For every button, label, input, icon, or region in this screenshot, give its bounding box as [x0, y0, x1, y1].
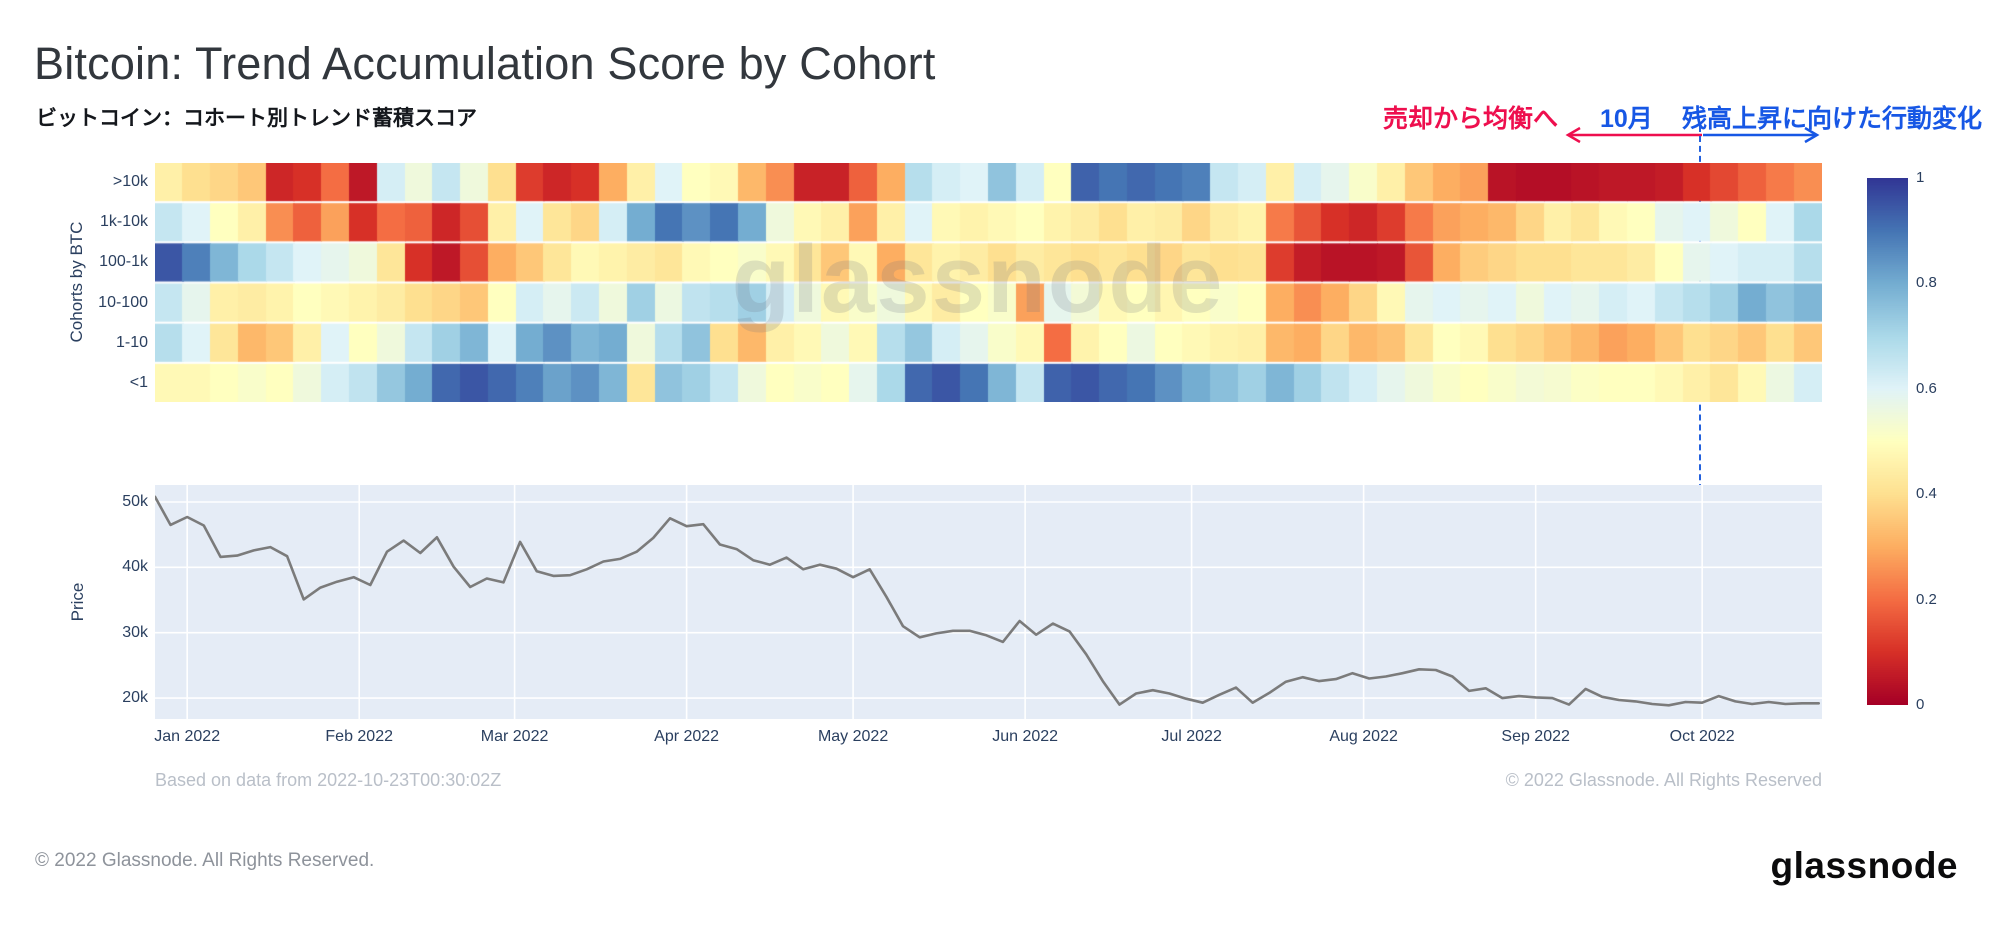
heatmap-row-label: 1-10	[115, 333, 148, 351]
october-marker-dashed-line	[1699, 126, 1701, 719]
x-axis-month-label: Sep 2022	[1501, 728, 1570, 745]
colorbar-tick-label: 1	[1916, 169, 1925, 186]
x-axis-month-label: May 2022	[817, 728, 889, 745]
price-y-tick-label: 30k	[122, 623, 148, 641]
heatmap-row-label: 1k-10k	[99, 213, 148, 231]
price-y-tick-label: 50k	[122, 492, 148, 510]
annotation-balance-increase: 残高上昇に向けた行動変化	[1682, 105, 1983, 133]
x-axis-month-label: Aug 2022	[1329, 728, 1398, 745]
glassnode-logo: glassnode	[1770, 845, 1958, 886]
heatmap-row-label: >10k	[112, 173, 148, 191]
annotation-arrows	[1565, 126, 1820, 144]
glassnode-watermark-heatmap: glassnode	[731, 226, 1225, 333]
annotation-october-label: 10月	[1600, 105, 1653, 133]
colorbar-tick-label: 0.4	[1916, 485, 1937, 503]
x-axis-month-label: Feb 2022	[325, 728, 393, 745]
x-axis-month-label: Oct 2022	[1669, 728, 1735, 745]
colorbar-tick-label: 0.2	[1916, 590, 1937, 608]
price-y-tick-label: 20k	[122, 689, 148, 707]
heatmap-row-label: 100-1k	[99, 253, 148, 271]
data-source-footnote: Based on data from 2022-10-23T00:30:02Z	[155, 770, 502, 790]
price-y-axis-title: Price	[68, 582, 87, 622]
colorbar-tick-label: 0	[1916, 696, 1925, 713]
page-subtitle-japanese: ビットコイン：コホート別トレンド蓄積スコア	[36, 107, 477, 130]
btc-price-line	[155, 495, 1820, 707]
score-colorbar	[1867, 178, 1908, 705]
chart-copyright: © 2022 Glassnode. All Rights Reserved	[1505, 770, 1822, 790]
x-axis-month-label: Apr 2022	[654, 728, 720, 745]
x-axis-month-label: Mar 2022	[480, 728, 549, 745]
colorbar-tick-label: 0.8	[1916, 274, 1937, 292]
footer-copyright: © 2022 Glassnode. All Rights Reserved.	[35, 850, 375, 871]
heatmap-row-label: 10-100	[98, 293, 148, 311]
page-title: Bitcoin: Trend Accumulation Score by Coh…	[34, 38, 936, 89]
annotation-sell-to-equilibrium: 売却から均衡へ	[1382, 105, 1558, 133]
x-axis-month-label: Jun 2022	[992, 728, 1059, 745]
heatmap-row-label: <1	[129, 373, 148, 391]
price-y-tick-label: 40k	[122, 558, 148, 576]
price-line-plot[interactable]	[155, 485, 1822, 719]
left-arrow-icon	[1565, 126, 1702, 144]
x-axis-month-label: Jan 2022	[154, 728, 221, 745]
cohort-heatmap-plot[interactable]	[155, 163, 1822, 402]
x-axis-month-label: Jul 2022	[1161, 728, 1222, 745]
colorbar-tick-label: 0.6	[1916, 379, 1937, 397]
right-arrow-icon	[1703, 126, 1820, 144]
